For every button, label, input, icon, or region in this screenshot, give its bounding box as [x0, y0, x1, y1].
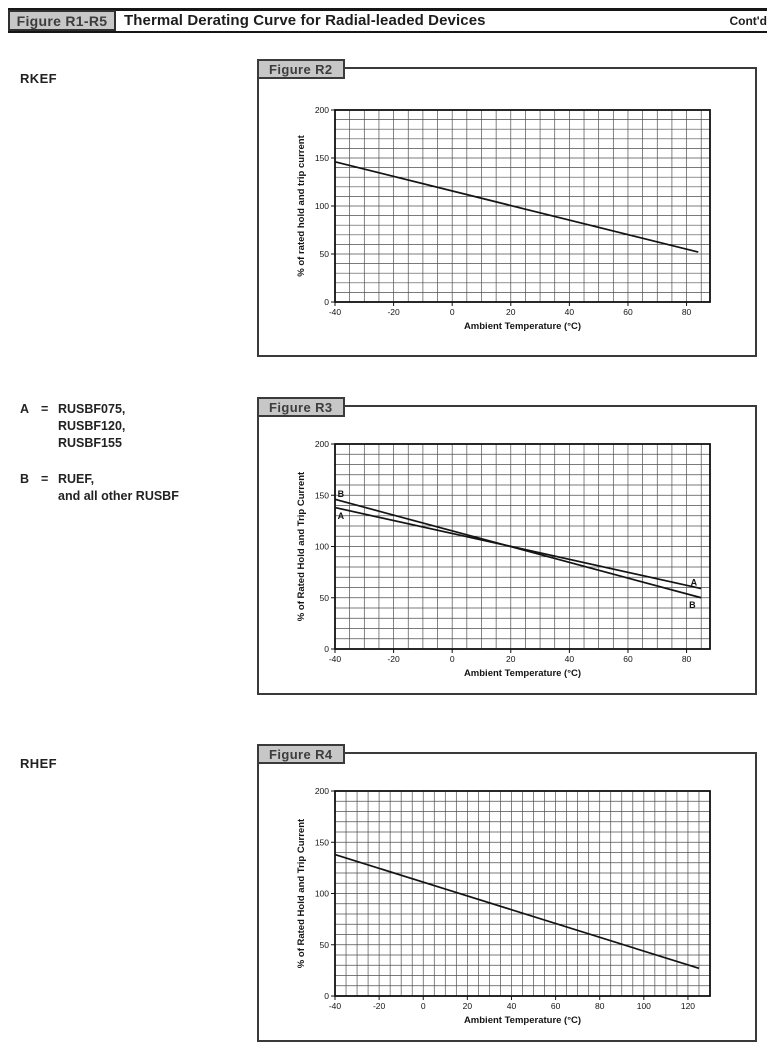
y-tick-label: 200 [315, 786, 329, 796]
legend-key-b: B [20, 472, 30, 486]
device-label-rkef: RKEF [20, 71, 57, 86]
y-tick-label: 50 [320, 940, 330, 950]
x-tick-label: 100 [637, 1001, 651, 1011]
x-axis-title: Ambient Temperature (°C) [464, 1015, 581, 1026]
device-label-rhef: RHEF [20, 756, 57, 771]
y-tick-label: 0 [324, 991, 329, 1001]
y-axis-ticks: 0 50 100 150 200 [315, 786, 335, 1001]
x-tick-label: 80 [682, 307, 692, 317]
series-line-B [334, 498, 702, 599]
y-tick-label: 200 [315, 105, 329, 115]
series-label-B: B [338, 489, 345, 499]
y-tick-label: 150 [315, 837, 329, 847]
x-tick-label: 20 [506, 654, 516, 664]
legend-item: RUSBF155 [58, 436, 122, 450]
y-tick-label: 100 [315, 889, 329, 899]
x-tick-label: -20 [373, 1001, 386, 1011]
x-tick-label: -40 [329, 307, 342, 317]
x-tick-label: 40 [565, 654, 575, 664]
x-tick-label: 40 [507, 1001, 517, 1011]
grid-lines [335, 110, 710, 302]
header-contd-label: Cont'd [729, 14, 767, 28]
legend-item: and all other RUSBF [58, 489, 179, 503]
legend-group-a: A = RUSBF075, RUSBF120, RUSBF155 [20, 401, 125, 452]
grid-lines [335, 791, 710, 996]
grid-lines [335, 444, 710, 649]
x-tick-label: 80 [595, 1001, 605, 1011]
legend-item: RUSBF120, [58, 419, 126, 433]
series-label-B: B [689, 600, 696, 610]
x-axis-title: Ambient Temperature (°C) [464, 668, 581, 679]
y-tick-label: 150 [315, 153, 329, 163]
x-tick-label: 60 [623, 654, 633, 664]
series-label-A: A [338, 511, 345, 521]
series-line-RHEF [334, 853, 700, 970]
series-label-A: A [691, 577, 698, 587]
legend-items-a: RUSBF075, RUSBF120, RUSBF155 [58, 401, 125, 452]
legend-items-b: RUEF, and all other RUSBF [58, 471, 179, 505]
figure-r4-tab: Figure R4 [257, 744, 345, 764]
x-tick-label: 80 [682, 654, 692, 664]
x-tick-label: -20 [387, 307, 400, 317]
x-axis-ticks: -40 -20 0 20 40 60 80 100 120 [329, 996, 695, 1011]
x-tick-label: 20 [463, 1001, 473, 1011]
y-tick-label: 100 [315, 201, 329, 211]
y-axis-title: % of Rated Hold and Trip Current [296, 471, 307, 621]
x-axis-ticks: -40 -20 0 20 40 60 80 [329, 649, 692, 664]
figure-r2-chart: -40 -20 0 20 40 60 80 0 50 100 150 200 Ambient Tempe… [296, 105, 711, 332]
x-tick-label: 60 [551, 1001, 561, 1011]
y-tick-label: 150 [315, 490, 329, 500]
page-title: Thermal Derating Curve for Radial-leaded… [124, 12, 486, 29]
x-tick-label: 0 [421, 1001, 426, 1011]
figure-r2-tab: Figure R2 [257, 59, 345, 79]
x-tick-label: 20 [506, 307, 516, 317]
figure-r3-box: Figure R3 -40 -20 0 20 40 60 80 0 50 100 150 200 B A A… [257, 397, 757, 695]
series-line-RKEF [334, 161, 699, 253]
y-tick-label: 200 [315, 439, 329, 449]
x-tick-label: 120 [681, 1001, 695, 1011]
y-axis-ticks: 0 50 100 150 200 [315, 439, 335, 654]
y-tick-label: 50 [320, 593, 330, 603]
x-tick-label: 0 [450, 307, 455, 317]
x-tick-label: 0 [450, 654, 455, 664]
x-tick-label: -20 [387, 654, 400, 664]
figure-r4-box: Figure R4 -40 -20 0 20 40 60 80 100 120 0 50 100 150… [257, 744, 757, 1042]
y-tick-label: 0 [324, 297, 329, 307]
x-tick-label: 40 [565, 307, 575, 317]
figure-r3-chart: -40 -20 0 20 40 60 80 0 50 100 150 200 B A A B Ambient T… [296, 439, 711, 679]
x-tick-label: 60 [623, 307, 633, 317]
legend-item: RUSBF075, [58, 402, 126, 416]
x-axis-title: Ambient Temperature (°C) [464, 321, 581, 332]
legend-item: RUEF, [58, 472, 95, 486]
figure-r2-box: Figure R2 -40 -20 0 20 40 60 80 0 50 100 150 200 Amb… [257, 59, 757, 357]
legend-key-a: A [20, 402, 30, 416]
y-tick-label: 100 [315, 542, 329, 552]
header-figure-label: Figure R1-R5 [8, 10, 116, 31]
y-tick-label: 50 [320, 249, 330, 259]
x-tick-label: -40 [329, 1001, 342, 1011]
header-rule-bottom [8, 31, 767, 33]
legend-equals-b: = [41, 472, 49, 486]
figure-r3-tab: Figure R3 [257, 397, 345, 417]
y-axis-title: % of rated hold and trip current [296, 134, 307, 276]
x-axis-ticks: -40 -20 0 20 40 60 80 [329, 302, 692, 317]
x-tick-label: -40 [329, 654, 342, 664]
y-axis-title: % of Rated Hold and Trip Current [296, 818, 307, 968]
figure-r4-chart: -40 -20 0 20 40 60 80 100 120 0 50 100 150 200 Ambient… [296, 786, 711, 1026]
legend-equals-a: = [41, 402, 49, 416]
legend-group-b: B = RUEF, and all other RUSBF [20, 471, 179, 505]
header-rule-top [8, 8, 767, 11]
y-axis-ticks: 0 50 100 150 200 [315, 105, 335, 307]
y-tick-label: 0 [324, 644, 329, 654]
